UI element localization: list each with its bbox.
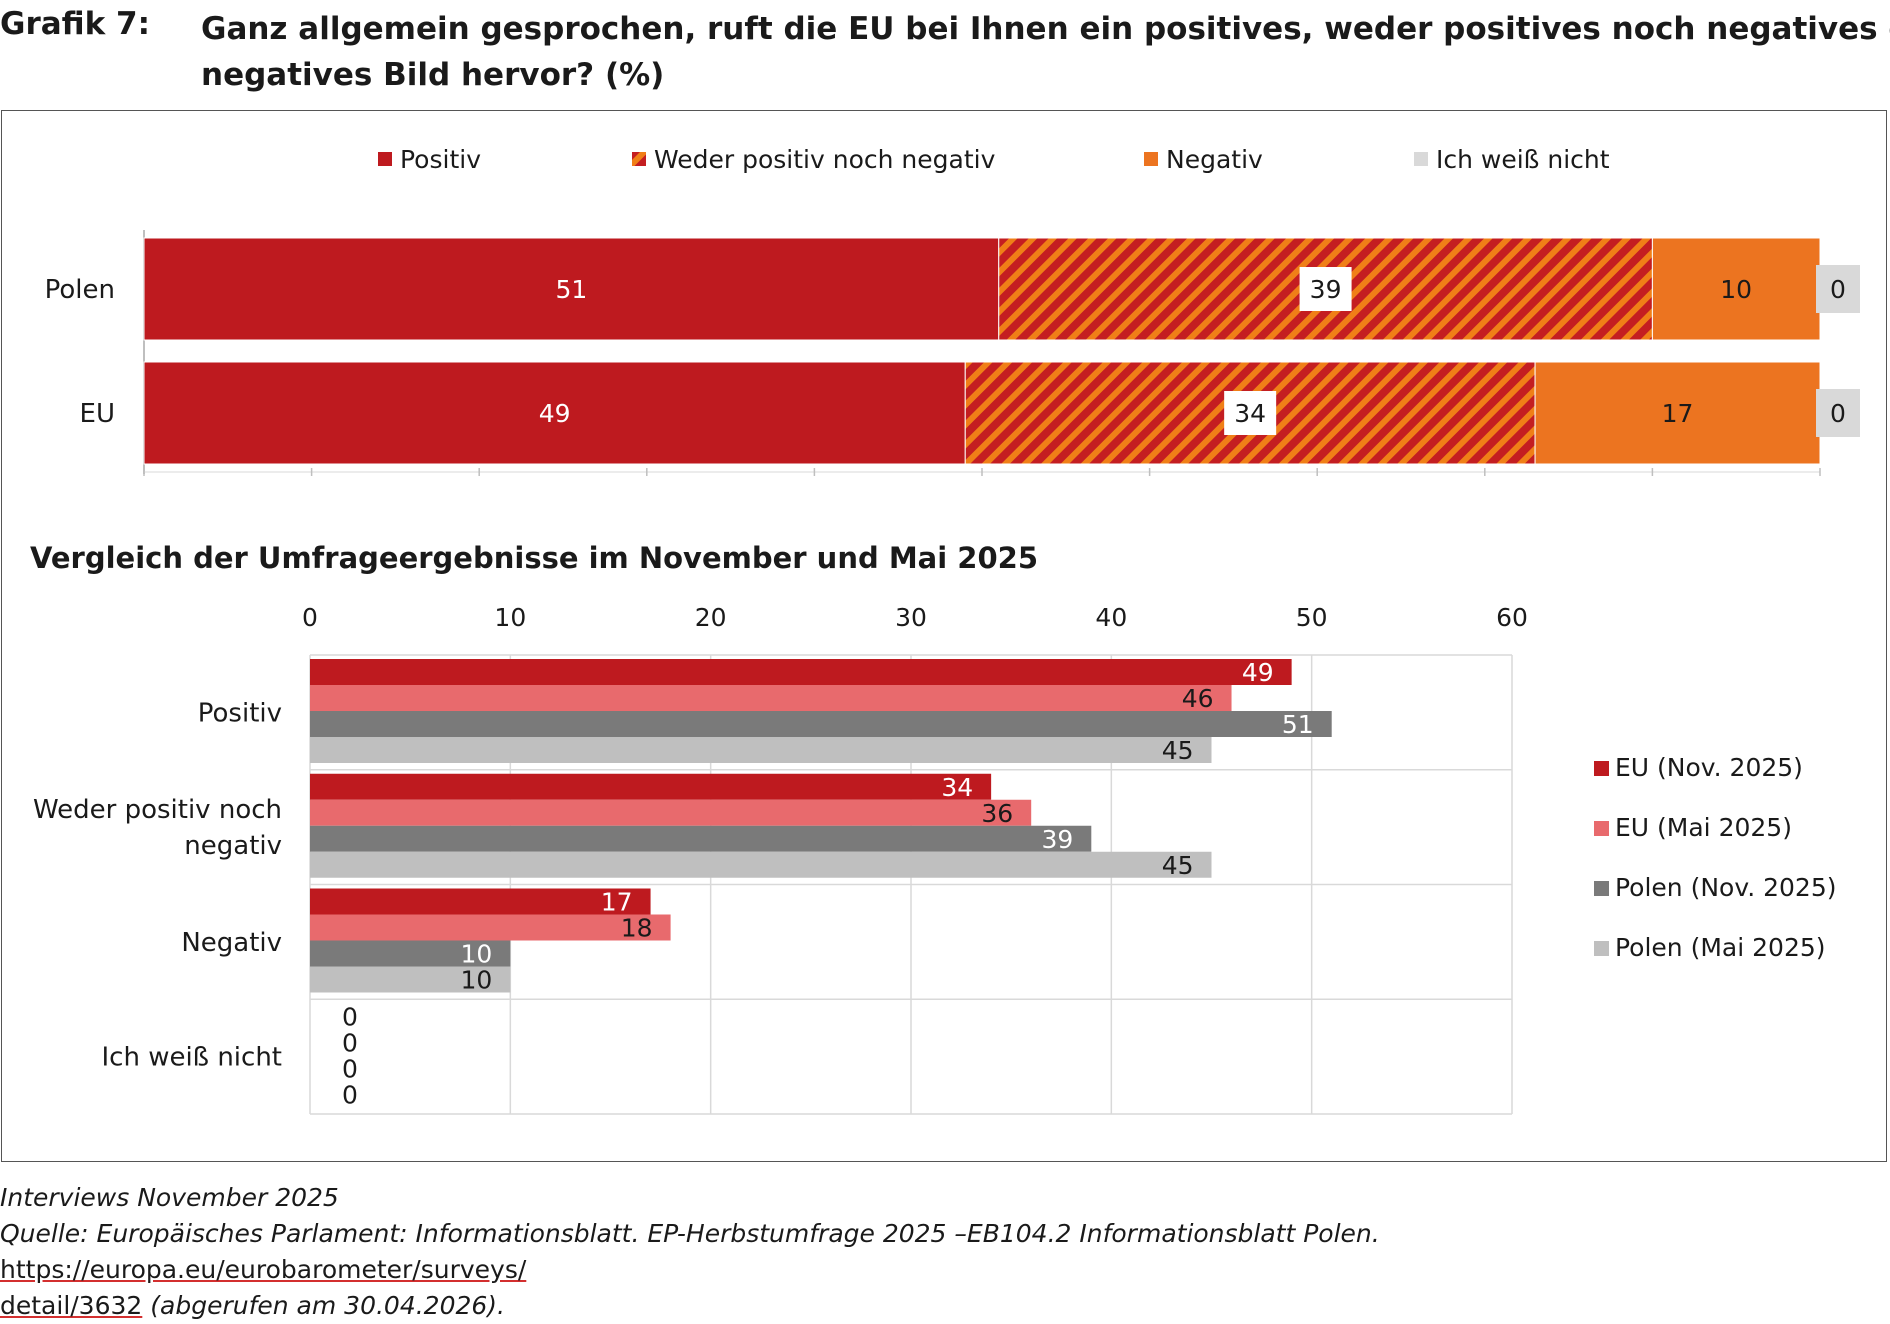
legend-swatch-series-3 (1594, 881, 1609, 896)
category-label: Weder positiv noch (33, 795, 282, 825)
category-label: negativ (184, 831, 282, 861)
legend-swatch-series-4 (1594, 941, 1609, 956)
legend-swatch-series-2 (1594, 821, 1609, 836)
data-label: 39 (1041, 825, 1073, 854)
legend-label-series-4: Polen (Mai 2025) (1615, 933, 1826, 962)
data-label: 34 (1234, 399, 1266, 428)
source-text: Quelle: Europäisches Parlament: Informat… (0, 1219, 1380, 1248)
source-link-part-2[interactable]: detail/3632 (0, 1291, 143, 1320)
grouped-bar (310, 773, 992, 800)
category-label: Ich weiß nicht (101, 1043, 282, 1073)
grouped-bar-chart: Vergleich der Umfrageergebnisse im Novem… (30, 541, 1836, 1115)
data-label: 45 (1162, 851, 1194, 880)
data-label: 0 (342, 1054, 358, 1083)
x-tick-label: 60 (1496, 603, 1528, 632)
grouped-bar (310, 914, 671, 941)
data-label-box (1224, 391, 1277, 435)
chart-canvas: Positiv Weder positiv noch negativ Negativ… (30, 145, 1860, 1115)
grouped-bar (310, 888, 651, 915)
figure-header: Grafik 7: Ganz allgemein gesprochen, ruf… (0, 0, 1890, 105)
data-label: 49 (1242, 658, 1274, 687)
data-label: 39 (1310, 275, 1342, 304)
comparison-chart-title: Vergleich der Umfrageergebnisse im Novem… (30, 541, 1038, 575)
grouped-bar (310, 711, 1332, 737)
stacked-category-label: Polen (45, 275, 115, 305)
source-note: Quelle: Europäisches Parlament: Informat… (0, 1216, 1890, 1324)
x-tick-label: 0 (302, 603, 318, 632)
data-label-box (1816, 265, 1860, 313)
chart-footer: Interviews November 2025 Quelle: Europäi… (0, 1180, 1890, 1324)
legend-swatch-series-1 (1594, 761, 1609, 776)
stacked-bar-segment (1651, 237, 1821, 341)
category-label: Negativ (181, 928, 282, 958)
data-label: 10 (1720, 275, 1752, 304)
figure-title-line-2: negatives Bild hervor? (%) (201, 57, 665, 93)
x-tick-label: 40 (1095, 603, 1127, 632)
stacked-bar-segment (143, 237, 1000, 341)
legend-swatch-4 (1414, 152, 1428, 166)
legend-swatch-2 (632, 152, 646, 166)
data-label: 0 (1830, 399, 1846, 428)
legend-label-1: Positiv (400, 145, 481, 174)
x-tick-label: 30 (895, 603, 927, 632)
data-label: 0 (342, 1002, 358, 1031)
figure-title-line-1: Ganz allgemein gesprochen, ruft die EU b… (201, 11, 1890, 47)
grouped-bar (310, 940, 511, 967)
x-tick-label: 20 (695, 603, 727, 632)
grouped-bar (310, 659, 1292, 685)
stacked-category-label: EU (80, 399, 115, 429)
data-label-box (1299, 267, 1352, 311)
grouped-bar (310, 966, 511, 993)
grouped-bar (310, 799, 1032, 826)
figure-label: Grafik 7: (0, 6, 151, 42)
category-label: Positiv (198, 698, 282, 728)
x-tick-label: 50 (1296, 603, 1328, 632)
legend-label-2: Weder positiv noch negativ (654, 145, 996, 174)
legend-label-series-2: EU (Mai 2025) (1615, 813, 1792, 842)
grouped-bar (310, 685, 1232, 711)
data-label: 17 (1662, 399, 1694, 428)
data-label: 36 (981, 799, 1013, 828)
data-label: 10 (461, 966, 493, 995)
data-label: 34 (941, 773, 973, 802)
interview-note: Interviews November 2025 (0, 1183, 339, 1212)
source-link-part-1[interactable]: https://europa.eu/eurobarometer/surveys/ (0, 1255, 527, 1284)
grouped-bar (310, 851, 1212, 878)
data-label: 0 (342, 1080, 358, 1109)
data-label: 45 (1162, 736, 1194, 765)
data-label: 49 (539, 399, 571, 428)
data-label: 51 (555, 275, 587, 304)
figure-title: Ganz allgemein gesprochen, ruft die EU b… (201, 6, 1890, 98)
data-label: 46 (1182, 684, 1214, 713)
data-label: 51 (1282, 710, 1314, 739)
stacked-bar-segment (1534, 361, 1821, 465)
legend-label-series-1: EU (Nov. 2025) (1615, 753, 1803, 782)
grouped-bar (310, 737, 1212, 763)
grouped-bar (310, 825, 1092, 852)
x-tick-label: 10 (494, 603, 526, 632)
data-label: 0 (1830, 275, 1846, 304)
accessed-date: (abgerufen am 30.04.2026). (142, 1291, 506, 1320)
legend-label-series-3: Polen (Nov. 2025) (1615, 873, 1836, 902)
stacked-bar-chart: Positiv Weder positiv noch negativ Negativ… (45, 145, 1860, 476)
stacked-bar-segment (143, 361, 966, 465)
data-label: 10 (461, 940, 493, 969)
legend-swatch-3 (1144, 152, 1158, 166)
data-label: 17 (601, 888, 633, 917)
chart-frame (1, 110, 1887, 1162)
legend-label-4: Ich weiß nicht (1436, 145, 1610, 174)
legend-label-3: Negativ (1166, 145, 1263, 174)
data-label: 18 (621, 914, 653, 943)
data-label-box (1816, 389, 1860, 437)
data-label: 0 (342, 1028, 358, 1057)
legend-swatch-1 (378, 152, 392, 166)
